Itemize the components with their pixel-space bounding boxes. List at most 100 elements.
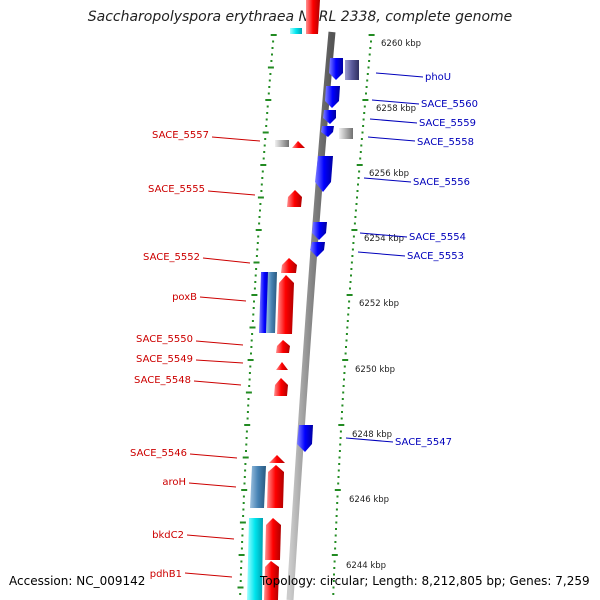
kbp-label: 6244 kbp: [346, 561, 386, 571]
gene-gray-left: [275, 140, 289, 147]
minor-tick: [350, 274, 352, 277]
minor-tick: [263, 144, 266, 147]
gene-bkdC2: [265, 518, 281, 560]
left-gene-labels: SACE_5557 SACE_5555 SACE_5552 poxB SACE_…: [130, 130, 261, 580]
minor-tick: [239, 593, 242, 595]
minor-tick: [250, 339, 253, 342]
gene-label: SACE_5549: [136, 354, 193, 365]
major-tick: [247, 359, 254, 361]
minor-tick: [335, 528, 337, 530]
minor-tick: [339, 430, 342, 433]
minor-tick: [244, 469, 247, 472]
minor-tick: [243, 482, 246, 485]
gene-SACE-5546: [269, 455, 285, 463]
major-tick: [249, 326, 256, 329]
gene-slate: [345, 60, 359, 80]
minor-tick: [344, 352, 347, 355]
kbp-label: 6256 kbp: [369, 169, 409, 179]
gene-label: bkdC2: [152, 530, 184, 541]
minor-tick: [245, 430, 248, 433]
minor-tick: [272, 40, 275, 43]
kbp-label: 6254 kbp: [364, 234, 404, 244]
minor-tick: [340, 417, 343, 420]
minor-tick: [365, 86, 368, 88]
minor-tick: [361, 131, 364, 134]
right-gene-labels: phoU SACE_5560 SACE_5559 SACE_5558 SACE_…: [345, 72, 478, 448]
gene-poxB: [277, 275, 294, 334]
minor-tick: [245, 450, 247, 452]
minor-tick: [366, 73, 369, 75]
minor-tick: [243, 476, 246, 478]
gene-label: aroH: [162, 477, 186, 488]
minor-tick: [267, 92, 270, 95]
major-tick: [342, 359, 349, 361]
major-tick: [346, 294, 353, 296]
minor-tick: [256, 248, 259, 251]
minor-tick: [268, 86, 271, 88]
gene-label: pdhB1: [150, 569, 182, 580]
minor-tick: [357, 183, 359, 186]
minor-tick: [353, 222, 356, 225]
minor-tick: [334, 541, 337, 543]
minor-tick: [346, 326, 349, 329]
minor-tick: [258, 216, 261, 218]
minor-tick: [336, 502, 339, 504]
gene-SACE-5558: [321, 126, 334, 137]
gene-SACE-5560: [325, 86, 340, 108]
minor-tick: [270, 60, 273, 62]
gene-label: SACE_5550: [136, 334, 193, 345]
minor-tick: [366, 79, 369, 82]
minor-tick: [255, 255, 258, 257]
minor-tick: [343, 378, 345, 381]
minor-tick: [370, 40, 372, 43]
minor-tick: [250, 346, 253, 348]
major-tick: [239, 521, 246, 524]
kbp-label: 6250 kbp: [355, 365, 395, 375]
major-tick: [241, 489, 248, 491]
minor-tick: [350, 268, 353, 270]
minor-tick: [339, 443, 342, 446]
minor-tick: [347, 307, 350, 309]
minor-tick: [346, 320, 349, 322]
minor-tick: [359, 151, 362, 153]
gene-SACE-5556: [315, 156, 333, 192]
minor-tick: [368, 53, 371, 56]
minor-tick: [363, 105, 366, 108]
minor-tick: [359, 157, 362, 160]
minor-tick: [239, 580, 242, 582]
minor-tick: [260, 190, 263, 192]
minor-tick: [249, 365, 252, 368]
minor-tick: [335, 508, 338, 511]
gene-SACE-5550: [276, 340, 290, 353]
map-title: Saccharopolyspora erythraea NRRL 2338, c…: [87, 9, 513, 25]
right-tick-row: [331, 34, 375, 595]
minor-tick: [356, 190, 359, 192]
minor-tick: [245, 443, 248, 446]
reverse-genes: [297, 58, 359, 452]
top-feature-cyan: [290, 28, 302, 34]
kbp-label: 6246 kbp: [349, 495, 389, 505]
minor-tick: [343, 365, 346, 368]
minor-tick: [254, 281, 257, 283]
gene-label: SACE_5554: [409, 232, 466, 243]
minor-tick: [347, 313, 350, 316]
minor-tick: [259, 203, 262, 205]
minor-tick: [334, 534, 337, 537]
minor-tick: [242, 495, 245, 498]
minor-tick: [248, 378, 251, 381]
minor-tick: [241, 528, 244, 530]
minor-tick: [247, 404, 250, 407]
minor-tick: [338, 456, 341, 459]
gene-label: SACE_5557: [152, 130, 209, 141]
minor-tick: [269, 73, 272, 75]
minor-tick: [337, 476, 340, 478]
minor-tick: [334, 547, 337, 550]
gene-poxB-steel: [266, 272, 277, 333]
minor-tick: [342, 391, 345, 394]
minor-tick: [245, 437, 248, 439]
minor-tick: [332, 593, 335, 595]
minor-tick: [358, 170, 361, 173]
minor-tick: [369, 47, 372, 49]
minor-tick: [345, 339, 348, 342]
